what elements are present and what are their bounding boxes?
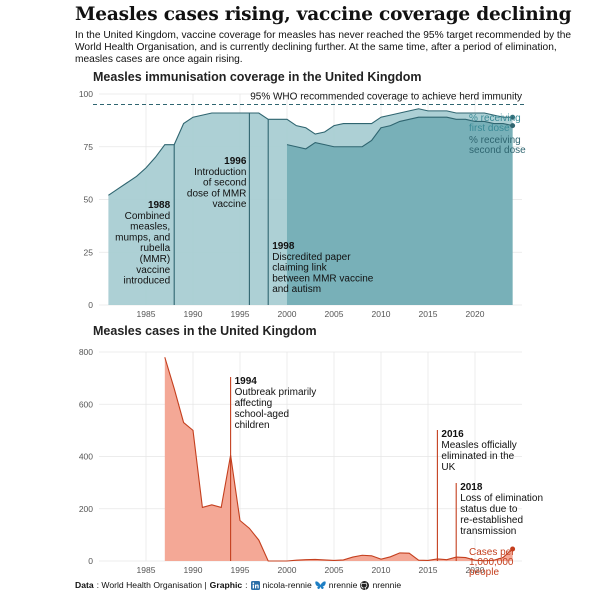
annotation-text: and autism xyxy=(272,284,321,295)
cases-label: people xyxy=(469,567,499,578)
caption-bluesky[interactable]: nrennie xyxy=(328,580,358,590)
annotation-year: 1996 xyxy=(224,156,247,167)
y-tick-label: 400 xyxy=(79,452,93,462)
annotation-text: measles, xyxy=(130,222,170,233)
caption-data-label: Data xyxy=(75,580,94,590)
cases-label: 1,000,000 xyxy=(469,557,514,568)
annotation-text: Measles officially xyxy=(441,440,516,451)
cases-area xyxy=(164,357,513,561)
annotation-text: children xyxy=(235,420,270,431)
cases-line xyxy=(164,357,513,562)
annotation-text: UK xyxy=(441,462,455,473)
cases-label: Cases per xyxy=(469,547,515,558)
x-tick-label: 1995 xyxy=(231,309,250,319)
annotation-text: rubella xyxy=(140,243,170,254)
annotation-text: vaccine xyxy=(212,199,246,210)
second-dose-area xyxy=(287,117,513,306)
caption-linkedin[interactable]: nicola-rennie xyxy=(262,580,312,590)
y-tick-label: 100 xyxy=(79,89,93,99)
annotation-year: 1994 xyxy=(235,376,258,387)
coverage-chart: Measles immunisation coverage in the Uni… xyxy=(79,70,526,319)
caption-graphic-label: Graphic xyxy=(209,580,243,590)
caption-github[interactable]: nrennie xyxy=(372,580,402,590)
annotation-text: Loss of elimination xyxy=(460,493,543,504)
annotation-text: introduced xyxy=(123,276,170,287)
x-tick-label: 2020 xyxy=(466,565,485,575)
y-tick-label: 600 xyxy=(79,399,93,409)
annotation-text: between MMR vaccine xyxy=(272,273,374,284)
x-tick-label: 1990 xyxy=(184,309,203,319)
annotation-year: 2016 xyxy=(441,429,464,440)
annotation-text: vaccine xyxy=(136,265,170,276)
annotation-text: (MMR) xyxy=(140,254,171,265)
y-tick-label: 0 xyxy=(88,300,93,310)
annotation-year: 1988 xyxy=(148,200,171,211)
annotation-text: re-established xyxy=(460,515,523,526)
annotation-year: 2018 xyxy=(460,482,483,493)
cases-chart: Measles cases in the United Kingdom 0 200 4… xyxy=(79,324,543,578)
annotation-text: school-aged xyxy=(235,409,289,420)
first-dose-endpoint xyxy=(510,114,516,120)
y-tick-label: 200 xyxy=(79,504,93,514)
first-dose-label: % receiving xyxy=(469,113,521,124)
target-label: 95% WHO recommended coverage to achieve … xyxy=(250,92,522,103)
second-dose-label: second dose xyxy=(469,145,526,156)
second-dose-label: % receiving xyxy=(469,135,521,146)
y-tick-label: 75 xyxy=(84,142,94,152)
x-tick-label: 1985 xyxy=(137,565,156,575)
annotation-text: affecting xyxy=(235,398,273,409)
x-tick-label: 2005 xyxy=(325,309,344,319)
annotation-text: Discredited paper xyxy=(272,252,351,263)
annotation-text: Introduction xyxy=(194,167,246,178)
bluesky-icon xyxy=(315,580,326,589)
annotation-year: 1998 xyxy=(272,241,295,252)
annotation-text: of second xyxy=(203,178,246,189)
github-icon xyxy=(360,580,370,590)
annotation-text: claiming link xyxy=(272,263,327,274)
y-tick-label: 25 xyxy=(84,247,94,257)
first-dose-label: first dose xyxy=(469,123,510,134)
x-tick-label: 2015 xyxy=(419,309,438,319)
page-subtitle: In the United Kingdom, vaccine coverage … xyxy=(75,30,572,65)
cases-endpoint xyxy=(510,546,516,552)
annotation-text: Outbreak primarily xyxy=(235,387,317,398)
annotation-text: dose of MMR xyxy=(187,188,246,199)
x-tick-label: 2020 xyxy=(466,309,485,319)
annotation-text: mumps, and xyxy=(115,232,170,243)
y-tick-label: 50 xyxy=(84,195,94,205)
x-tick-label: 2000 xyxy=(278,565,297,575)
second-dose-line xyxy=(286,116,513,150)
annotation-text: Combined xyxy=(125,211,171,222)
linkedin-icon xyxy=(250,580,260,590)
annotation-text: eliminated in the xyxy=(441,451,514,462)
caption-data-source: : World Health Organisation | xyxy=(96,580,207,590)
x-tick-label: 2015 xyxy=(419,565,438,575)
chart-title: Measles immunisation coverage in the Uni… xyxy=(93,70,422,84)
caption: Data : World Health Organisation | Graph… xyxy=(75,580,401,590)
annotation-text: transmission xyxy=(460,526,516,537)
y-tick-label: 0 xyxy=(88,556,93,566)
x-tick-label: 1990 xyxy=(184,565,203,575)
x-tick-label: 2010 xyxy=(372,565,391,575)
x-tick-label: 1985 xyxy=(137,309,156,319)
chart-title: Measles cases in the United Kingdom xyxy=(93,324,317,338)
page-title: Measles cases rising, vaccine coverage d… xyxy=(75,4,572,25)
annotation-text: status due to xyxy=(460,504,518,515)
x-tick-label: 1995 xyxy=(231,565,250,575)
caption-colon: : xyxy=(245,580,248,590)
x-tick-label: 2005 xyxy=(325,565,344,575)
x-tick-label: 2010 xyxy=(372,309,391,319)
second-dose-endpoint xyxy=(510,123,516,129)
x-tick-label: 2000 xyxy=(278,309,297,319)
first-dose-line xyxy=(108,108,513,196)
y-tick-label: 800 xyxy=(79,347,93,357)
